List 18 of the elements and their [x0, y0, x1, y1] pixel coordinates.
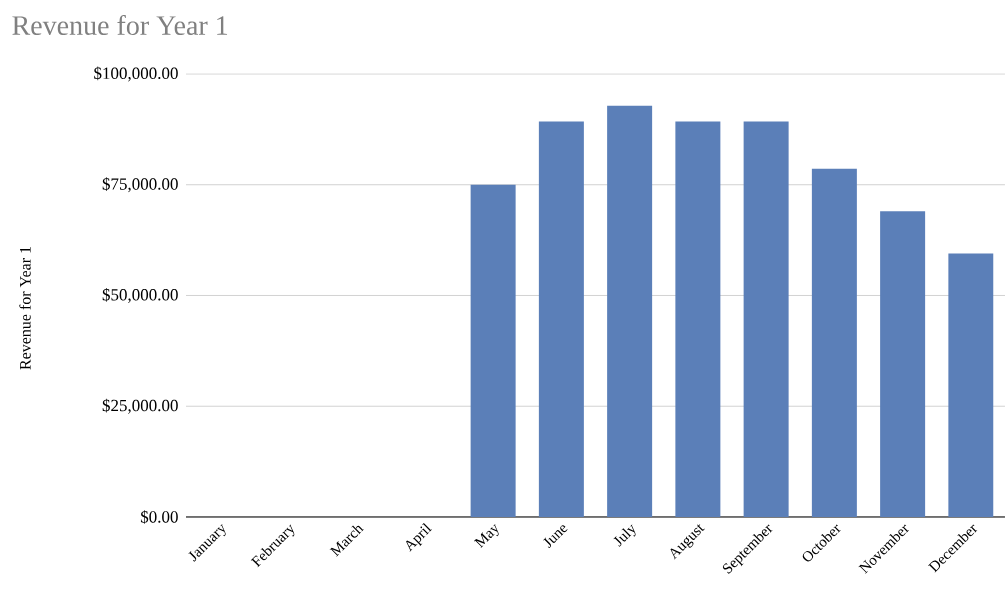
- bar: [880, 211, 926, 517]
- y-tick-label: $0.00: [140, 510, 178, 524]
- y-tick-label: $75,000.00: [102, 177, 178, 193]
- bar: [470, 184, 516, 517]
- x-tick-label: June: [543, 525, 568, 549]
- y-tick-label: $100,000.00: [94, 66, 178, 82]
- bar: [675, 121, 721, 517]
- x-tick-label: July: [613, 524, 636, 547]
- bar: [811, 168, 857, 517]
- bar: [948, 253, 994, 517]
- bar: [538, 121, 584, 517]
- y-tick-label: $25,000.00: [102, 398, 178, 414]
- bar: [743, 121, 789, 517]
- bar: [607, 105, 653, 517]
- x-tick-label: May: [474, 524, 499, 549]
- y-tick-label: $50,000.00: [102, 288, 178, 303]
- y-axis-title: Revenue for Year 1: [19, 246, 31, 370]
- chart-title: Revenue for Year 1: [12, 15, 228, 35]
